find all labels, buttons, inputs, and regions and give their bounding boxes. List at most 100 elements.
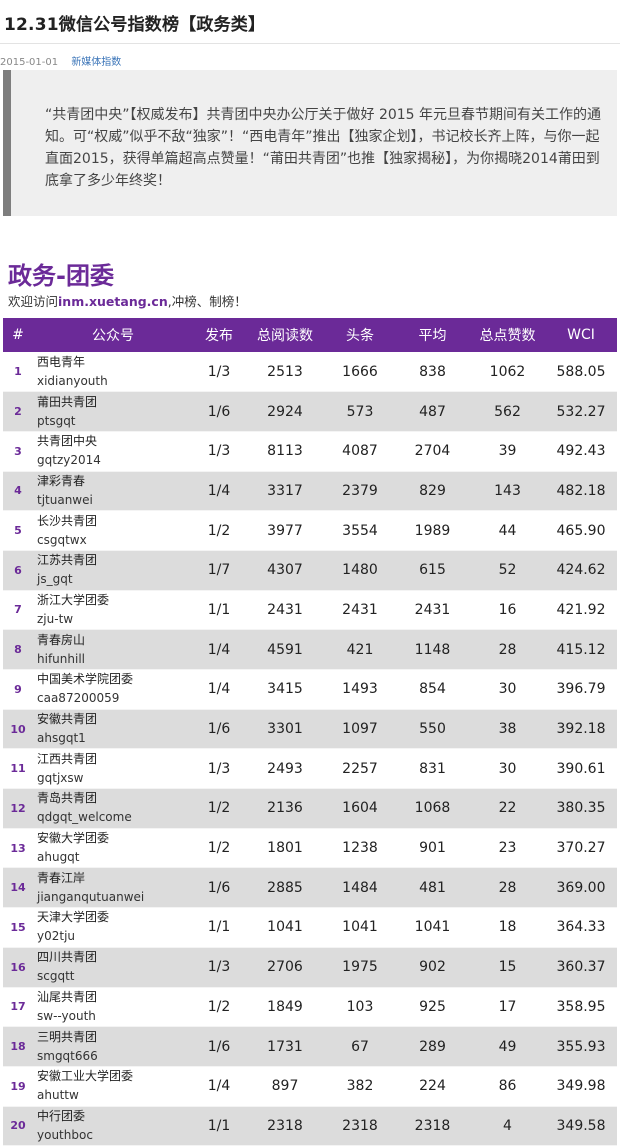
- total-reads-cell: 2885: [245, 867, 325, 909]
- likes-cell: 44: [470, 510, 545, 551]
- likes-cell: 52: [470, 550, 545, 591]
- account-name[interactable]: 津彩青春: [37, 473, 86, 488]
- site-link[interactable]: inm.xuetang.cn: [58, 294, 168, 309]
- account-name[interactable]: 安徽大学团委: [37, 831, 110, 846]
- publish-cell: 1/2: [193, 828, 245, 869]
- likes-cell: 86: [470, 1066, 545, 1107]
- publish-cell: 1/7: [193, 550, 245, 591]
- rank-cell: 13: [3, 828, 33, 869]
- publish-cell: 1/2: [193, 987, 245, 1028]
- publish-date: 2015-01-01: [0, 57, 59, 68]
- account-cell: 天津大学团委 y02tju: [33, 907, 193, 948]
- account-id: ahugqt: [37, 850, 80, 865]
- wci-cell: 465.90: [545, 510, 617, 551]
- table-row: 7 浙江大学团委 zju-tw 1/1 2431 2431 2431 16 421.92: [3, 590, 617, 631]
- total-reads-cell: 4307: [245, 550, 325, 591]
- rank-cell: 9: [3, 669, 33, 710]
- account-name[interactable]: 中国美术学院团委: [37, 672, 134, 687]
- table-row: 11 江西共青团 gqtjxsw 1/3 2493 2257 831 30 390.61: [3, 748, 617, 790]
- account-name[interactable]: 四川共青团: [37, 950, 98, 965]
- account-name[interactable]: 安徽共青团: [37, 712, 98, 727]
- account-id: csgqtwx: [37, 532, 87, 547]
- avg-cell: 829: [395, 471, 470, 512]
- rank-cell: 7: [3, 590, 33, 631]
- total-reads-cell: 2136: [245, 788, 325, 829]
- wci-cell: 355.93: [545, 1026, 617, 1067]
- likes-cell: 28: [470, 629, 545, 670]
- account-cell: 三明共青团 smgqt666: [33, 1026, 193, 1067]
- welcome-line: 欢迎访问inm.xuetang.cn,冲榜、制榜！: [8, 291, 247, 310]
- wci-cell: 364.33: [545, 907, 617, 948]
- wci-cell: 415.12: [545, 629, 617, 670]
- total-reads-cell: 3317: [245, 471, 325, 512]
- likes-cell: 23: [470, 828, 545, 869]
- rank-cell: 12: [3, 788, 33, 829]
- account-name[interactable]: 安徽工业大学团委: [37, 1069, 134, 1084]
- headline-cell: 1480: [325, 550, 395, 591]
- table-row: 18 三明共青团 smgqt666 1/6 1731 67 289 49 355.93: [3, 1026, 617, 1067]
- likes-cell: 49: [470, 1026, 545, 1067]
- rank-cell: 15: [3, 907, 33, 948]
- table-row: 6 江苏共青团 js_gqt 1/7 4307 1480 615 52 424.62: [3, 550, 617, 591]
- account-name[interactable]: 西电青年: [37, 354, 86, 369]
- table-row: 12 青岛共青团 qdgqt_welcome 1/2 2136 1604 1068 22 380…: [3, 788, 617, 829]
- account-cell: 津彩青春 tjtuanwei: [33, 471, 193, 512]
- table-row: 9 中国美术学院团委 caa87200059 1/4 3415 1493 854 30 396.…: [3, 669, 617, 710]
- avg-cell: 2704: [395, 431, 470, 472]
- account-id: caa87200059: [37, 691, 120, 706]
- table-row: 4 津彩青春 tjtuanwei 1/4 3317 2379 829 143 482.18: [3, 471, 617, 512]
- avg-cell: 2318: [395, 1106, 470, 1147]
- account-id: ptsgqt: [37, 413, 76, 428]
- welcome-suffix: ,冲榜、制榜！: [167, 294, 247, 309]
- table-row: 1 西电青年 xidianyouth 1/3 2513 1666 838 1062 588.05: [3, 352, 617, 393]
- table-row: 3 共青团中央 gqtzy2014 1/3 8113 4087 2704 39 492.43: [3, 431, 617, 472]
- likes-cell: 16: [470, 590, 545, 631]
- table-header-row: # 公众号 发布 总阅读数 头条 平均 总点赞数 WCI: [3, 318, 617, 352]
- header-average: 平均: [418, 328, 447, 344]
- avg-cell: 481: [395, 867, 470, 909]
- account-name[interactable]: 青岛共青团: [37, 791, 98, 806]
- account-name[interactable]: 青春房山: [37, 632, 86, 647]
- category-link[interactable]: 新媒体指数: [71, 57, 122, 68]
- account-name[interactable]: 浙江大学团委: [37, 592, 110, 607]
- account-id: y02tju: [37, 929, 76, 944]
- account-id: jianganqutuanwei: [37, 889, 145, 904]
- rank-cell: 14: [3, 867, 33, 909]
- wci-cell: 424.62: [545, 550, 617, 591]
- table-row: 19 安徽工业大学团委 ahuttw 1/4 897 382 224 86 349.98: [3, 1066, 617, 1107]
- avg-cell: 854: [395, 669, 470, 710]
- headline-cell: 1666: [325, 352, 395, 393]
- rank-cell: 11: [3, 748, 33, 790]
- account-name[interactable]: 青春江岸: [37, 870, 86, 885]
- account-name[interactable]: 江西共青团: [37, 751, 98, 766]
- account-id: youthboc: [37, 1127, 93, 1142]
- account-name[interactable]: 江苏共青团: [37, 553, 98, 568]
- table-row: 14 青春江岸 jianganqutuanwei 1/6 2885 1484 481 28 36…: [3, 867, 617, 909]
- headline-cell: 1484: [325, 867, 395, 909]
- rank-cell: 18: [3, 1026, 33, 1067]
- account-name[interactable]: 汕尾共青团: [37, 989, 98, 1004]
- total-reads-cell: 3415: [245, 669, 325, 710]
- account-name[interactable]: 莆田共青团: [37, 394, 98, 409]
- avg-cell: 902: [395, 947, 470, 988]
- headline-cell: 67: [325, 1026, 395, 1067]
- avg-cell: 289: [395, 1026, 470, 1067]
- rank-cell: 10: [3, 709, 33, 750]
- table-row: 5 长沙共青团 csgqtwx 1/2 3977 3554 1989 44 465.90: [3, 510, 617, 551]
- publish-cell: 1/2: [193, 510, 245, 551]
- table-row: 8 青春房山 hifunhill 1/4 4591 421 1148 28 415.12: [3, 629, 617, 670]
- total-reads-cell: 1731: [245, 1026, 325, 1067]
- wci-cell: 380.35: [545, 788, 617, 829]
- headline-cell: 1041: [325, 907, 395, 948]
- account-cell: 江苏共青团 js_gqt: [33, 550, 193, 591]
- wci-cell: 492.43: [545, 431, 617, 472]
- account-name[interactable]: 中行团委: [37, 1108, 86, 1123]
- account-name[interactable]: 天津大学团委: [37, 910, 110, 925]
- account-cell: 青春江岸 jianganqutuanwei: [33, 867, 193, 909]
- account-name[interactable]: 三明共青团: [37, 1029, 98, 1044]
- account-name[interactable]: 长沙共青团: [37, 513, 98, 528]
- rank-cell: 6: [3, 550, 33, 591]
- account-name[interactable]: 共青团中央: [37, 434, 98, 449]
- table-row: 15 天津大学团委 y02tju 1/1 1041 1041 1041 18 364.33: [3, 907, 617, 948]
- article-meta: 2015-01-01 新媒体指数: [0, 53, 121, 68]
